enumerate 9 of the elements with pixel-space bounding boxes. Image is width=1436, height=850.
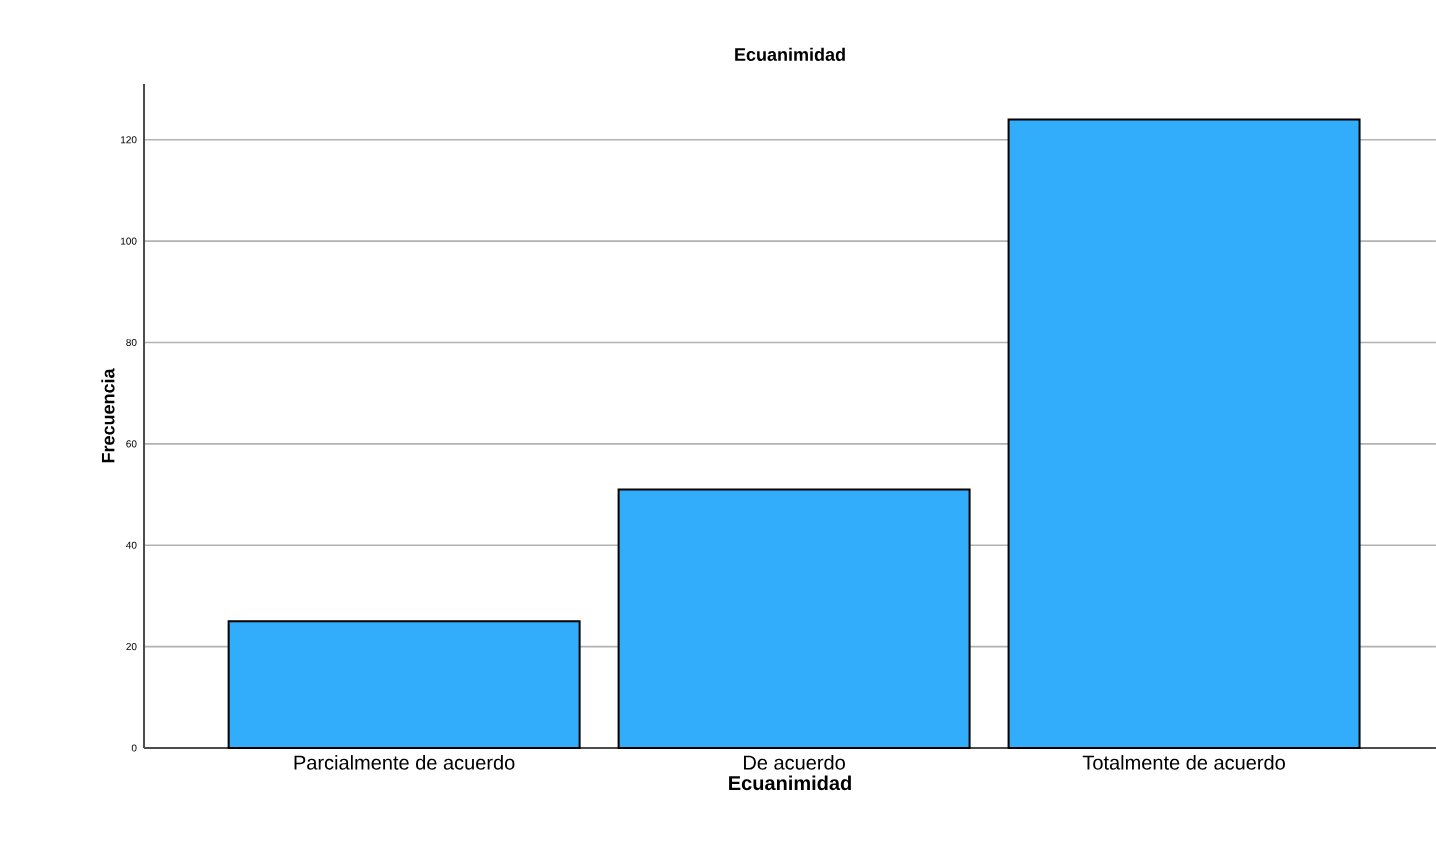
chart-title: Ecuanimidad — [735, 47, 845, 61]
y-axis-title: Frecuencia — [101, 368, 115, 463]
x-tick-label: Totalmente de acuerdo — [1082, 755, 1285, 770]
bar — [617, 488, 971, 749]
x-axis-title: Ecuanimidad — [729, 775, 851, 791]
x-tick-label: Parcialmente de acuerdo — [294, 755, 515, 770]
bar — [227, 620, 581, 749]
x-tick-label: De acuerdo — [744, 755, 845, 770]
bar — [1007, 118, 1361, 749]
